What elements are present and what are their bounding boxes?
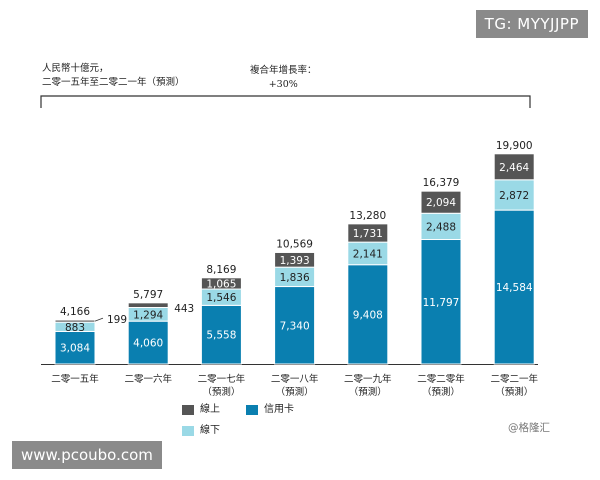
cagr-label-line2: +30%: [268, 79, 298, 90]
legend-swatch-offline: [182, 425, 194, 436]
category-label-5: 二零二零年: [417, 373, 465, 385]
bar-total-0: 4,166: [60, 306, 90, 318]
bar-label-credit-card-5: 11,797: [423, 297, 460, 309]
bar-label-offline-2: 1,546: [206, 292, 236, 304]
unit-label-line1: 人民幣十億元，: [42, 63, 109, 74]
bar-label-credit-card-0: 3,084: [60, 343, 90, 355]
watermark-tg: TG: MYYJJPP: [475, 10, 588, 38]
category-label-1: 二零一六年: [124, 373, 172, 385]
bar-online-6: [493, 153, 535, 181]
bar-online-3: [274, 251, 316, 268]
bar-label-credit-card-2: 5,558: [206, 330, 236, 342]
bar-offline-5: [420, 212, 462, 241]
bar-label-online-4: 1,731: [353, 228, 383, 240]
bar-label-online-2: 1,065: [206, 278, 236, 290]
bar-online-0: [54, 319, 96, 323]
legend-item-online: 線上: [182, 400, 220, 415]
bar-label-offline-0: 883: [65, 322, 85, 334]
bar-credit-card-1: [127, 320, 169, 365]
bar-label-credit-card-1: 4,060: [133, 338, 163, 350]
bar-label-offline-4: 2,141: [353, 248, 383, 260]
category-label-2: 二零一七年: [198, 373, 246, 385]
bar-label-offline-3: 1,836: [280, 272, 310, 284]
legend-item-credit-card: 信用卡: [246, 400, 294, 415]
bar-label-credit-card-3: 7,340: [280, 320, 310, 332]
bar-total-2: 8,169: [206, 264, 236, 276]
bar-total-5: 16,379: [423, 177, 460, 189]
category-label-0: 二零一五年: [51, 373, 99, 385]
cagr-label: 複合年增長率： +30%: [250, 64, 317, 92]
category-label-6: 二零二一年: [490, 373, 538, 385]
bar-credit-card-4: [347, 264, 389, 365]
bar-label-offline-6: 2,872: [499, 190, 529, 202]
unit-label: 人民幣十億元， 二零一五年至二零二一年（預測）: [42, 62, 185, 90]
bar-online-4: [347, 223, 389, 243]
legend-label-credit-card: 信用卡: [264, 404, 294, 415]
bar-label-online-0: 199: [107, 314, 127, 326]
bar-total-1: 5,797: [133, 289, 163, 301]
category-sublabel-2: （預測）: [202, 386, 240, 398]
bar-offline-6: [493, 179, 535, 211]
category-sublabel-4: （預測）: [349, 386, 387, 398]
bar-label-credit-card-4: 9,408: [353, 309, 383, 321]
bar-total-4: 13,280: [349, 210, 386, 222]
bar-label-leader-0: [94, 317, 104, 322]
watermark-site: www.pcoubo.com: [12, 441, 162, 469]
legend-item-offline: 線下: [182, 421, 220, 436]
bar-label-online-1: 443: [174, 303, 194, 315]
bar-credit-card-5: [420, 239, 462, 365]
unit-label-line2: 二零一五年至二零二一年（預測）: [42, 77, 185, 88]
cagr-label-line1: 複合年增長率：: [250, 65, 317, 76]
legend-swatch-credit-card: [246, 404, 258, 415]
credit-label: @格隆汇: [508, 422, 550, 434]
category-label-3: 二零一八年: [271, 373, 319, 385]
bar-label-credit-card-6: 14,584: [496, 282, 533, 294]
bar-credit-card-0: [54, 330, 96, 365]
bar-label-offline-1: 1,294: [133, 309, 163, 321]
bar-label-online-6: 2,464: [499, 162, 529, 174]
bar-credit-card-2: [200, 304, 242, 365]
bar-label-offline-5: 2,488: [426, 221, 456, 233]
bar-online-1: [127, 302, 169, 309]
legend-label-online: 線上: [200, 404, 220, 415]
category-label-4: 二零一九年: [344, 373, 392, 385]
bar-online-5: [420, 190, 462, 214]
category-sublabel-5: （預測）: [422, 386, 460, 398]
bar-label-online-5: 2,094: [426, 197, 456, 209]
category-sublabel-3: （預測）: [276, 386, 314, 398]
stacked-bar-chart: 3,084 883 199 4,166 二零一五年 4,060 1,294 443 5,797 二…: [40, 95, 538, 398]
bar-total-6: 19,900: [496, 140, 533, 152]
legend-label-offline: 線下: [200, 425, 220, 436]
bar-total-3: 10,569: [276, 238, 313, 250]
bar-online-2: [200, 277, 242, 290]
cagr-bracket: [40, 95, 531, 108]
category-sublabel-6: （預測）: [495, 386, 533, 398]
bar-credit-card-6: [493, 209, 535, 365]
legend-swatch-online: [182, 404, 194, 415]
bar-credit-card-3: [274, 286, 316, 365]
bar-label-online-3: 1,393: [280, 255, 310, 267]
